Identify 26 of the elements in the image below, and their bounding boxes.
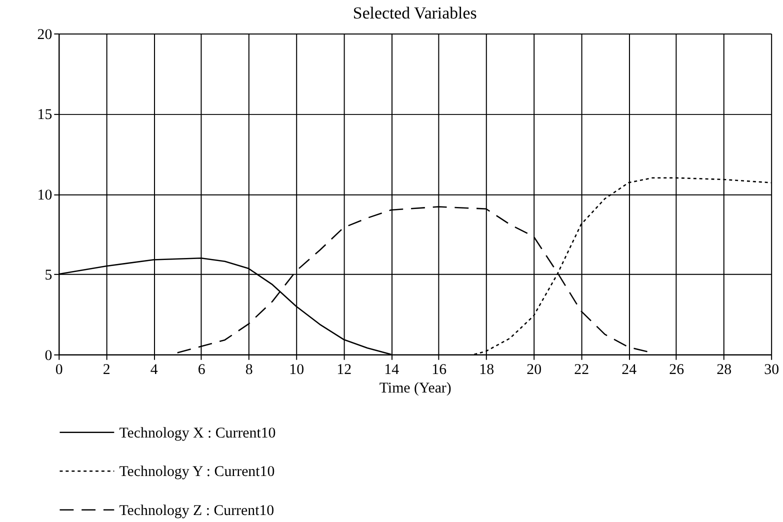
- y-tick-label: 10: [37, 187, 52, 204]
- y-tick-label: 5: [44, 268, 52, 284]
- x-tick-label: 20: [526, 362, 542, 378]
- x-tick-label: 0: [55, 362, 63, 378]
- x-tick-label: 18: [479, 362, 494, 378]
- x-axis-title: Time (Year): [379, 380, 452, 397]
- x-tick-label: 10: [289, 362, 304, 378]
- x-tick-label: 2: [102, 362, 110, 378]
- x-tick-label: 16: [432, 362, 447, 378]
- legend-label: Technology Z : Current10: [119, 502, 274, 519]
- y-tick-label: 0: [44, 348, 52, 364]
- x-tick-label: 14: [384, 362, 400, 378]
- x-tick-label: 4: [150, 362, 158, 378]
- x-tick-label: 6: [198, 362, 206, 378]
- x-tick-label: 28: [716, 362, 732, 378]
- x-tick-label: 26: [669, 362, 684, 378]
- x-tick-label: 8: [245, 362, 253, 378]
- chart-title: Selected Variables: [352, 4, 477, 23]
- x-tick-label: 30: [764, 362, 780, 378]
- y-tick-label: 20: [37, 26, 52, 43]
- legend-label: Technology X : Current10: [119, 425, 276, 442]
- x-tick-label: 12: [336, 362, 352, 378]
- legend-label: Technology Y : Current10: [119, 464, 275, 480]
- y-tick-label: 15: [37, 107, 52, 124]
- x-tick-label: 22: [574, 362, 590, 378]
- x-tick-label: 24: [622, 362, 638, 378]
